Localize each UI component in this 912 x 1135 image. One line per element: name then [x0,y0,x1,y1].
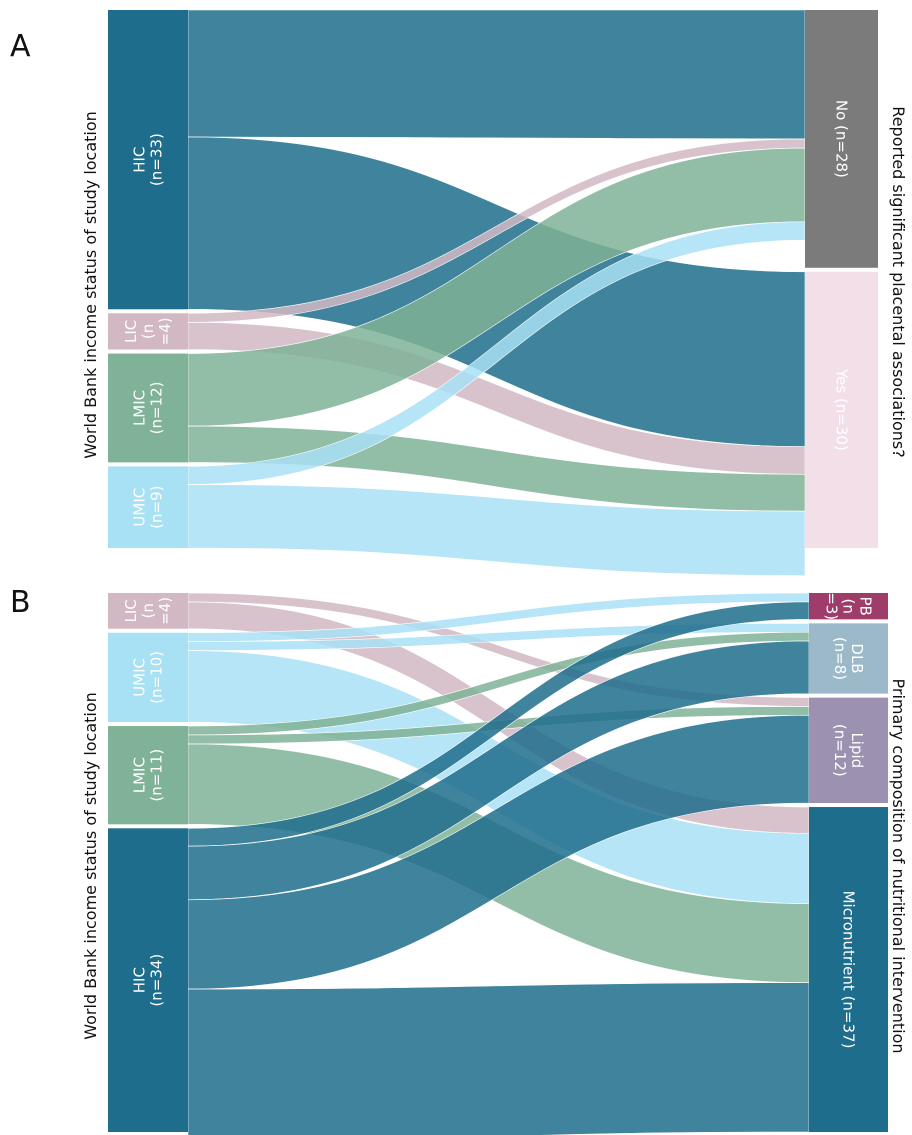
node-no [805,10,878,268]
node-label-no-line: No (n=28) [833,100,851,178]
panel-a: A World Bank income status of study loca… [10,9,908,576]
node-label-pb-line: (n [840,598,858,613]
node-yes [805,271,878,548]
node-hic [108,828,188,1132]
node-label-dlb: DLB(n=8) [831,637,866,680]
flow-hic-to-dlb [187,640,810,901]
panel-b: B World Bank income status of study loca… [10,585,908,1135]
node-label-lic-line: =4) [156,597,174,625]
node-label-hic: HIC(n=34) [131,954,166,1007]
node-lmic [108,353,188,463]
node-label-pb: PB(n=3) [823,592,875,620]
node-label-lic-line: =4) [156,317,174,345]
node-label-lic-line: (n [139,603,157,618]
node-umic [108,466,188,548]
right-axis-title: Primary composition of nutritional inter… [889,679,908,1054]
right-axis-title: Reported significant placental associati… [889,106,908,457]
node-label-lic-line: LIC [122,599,140,622]
node-label-umic-line: UMIC [131,488,149,527]
node-label-umic-line: (n=10) [148,651,166,704]
node-dlb [809,623,888,694]
node-label-umic-line: UMIC [131,658,149,697]
node-label-no: No (n=28) [833,100,851,178]
node-label-umic: UMIC(n=10) [131,651,166,704]
node-label-lmic-line: (n=12) [148,382,166,435]
left-axis-title: World Bank income status of study locati… [81,692,100,1040]
node-label-lipid-line: Lipid [848,732,866,768]
node-lic [108,593,188,629]
node-label-yes-line: Yes (n=30) [833,368,851,451]
node-label-lic: LIC(n=4) [122,317,174,345]
node-label-lmic-line: LMIC [131,757,149,793]
node-lic [108,313,188,350]
node-label-micronutrient-line: Micronutrient (n=37) [840,891,858,1049]
node-label-pb-line: =3) [823,592,841,620]
panel-letter: B [10,585,31,620]
node-label-lic-line: LIC [122,320,140,343]
flow-hic-to-no [187,9,806,140]
node-label-lmic-line: (n=11) [148,749,166,802]
node-label-hic: HIC(n=33) [131,133,166,186]
flow-group [187,9,806,576]
node-label-umic: UMIC(n=9) [131,486,166,529]
node-label-umic-line: (n=9) [148,486,166,529]
node-pb [809,593,888,620]
node-label-yes: Yes (n=30) [833,368,851,451]
node-label-hic-line: (n=34) [148,954,166,1007]
node-label-micronutrient: Micronutrient (n=37) [840,891,858,1049]
node-label-dlb-line: (n=8) [831,637,849,680]
node-lipid [809,697,888,804]
node-label-hic-line: (n=33) [148,133,166,186]
node-label-lmic: LMIC(n=12) [131,382,166,435]
panel-letter: A [10,29,31,64]
flow-hic-to-lipid [187,714,810,990]
node-label-dlb-line: DLB [848,643,866,673]
node-group: LIC(n=4)UMIC(n=10)LMIC(n=11)HIC(n=34)PB(… [108,592,888,1132]
node-umic [108,632,188,723]
flow-hic-to-micronutrient [187,982,810,1135]
node-label-lipid-line: (n=12) [831,724,849,777]
flow-umic-to-yes [187,484,806,576]
left-axis-title: World Bank income status of study locati… [81,111,100,459]
node-lmic [108,726,188,825]
node-label-pb-line: PB [857,597,875,616]
node-label-hic-line: HIC [131,147,149,173]
node-hic [108,10,188,310]
node-label-lic: LIC(n=4) [122,597,174,625]
node-group: HIC(n=33) LIC(n=4) LMIC(n=12) UMIC(n=9) No (… [108,10,878,548]
node-label-lmic-line: LMIC [131,390,149,426]
node-label-lipid: Lipid(n=12) [831,724,866,777]
node-label-lmic: LMIC(n=11) [131,749,166,802]
node-label-lic-line: (n [139,324,157,339]
flow-group [187,592,810,1135]
node-micronutrient [809,807,888,1132]
node-label-hic-line: HIC [131,967,149,993]
